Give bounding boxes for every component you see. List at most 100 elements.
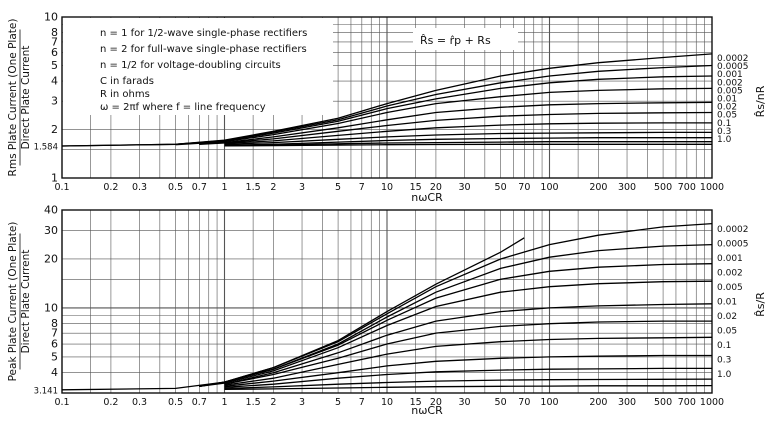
y-tick-label: 7: [51, 327, 58, 340]
y-tick-label: 30: [44, 224, 58, 237]
note-line: n = 1 for 1/2-wave single-phase rectifie…: [100, 28, 307, 39]
y-axis-label-bottom: Direct Plate Current: [20, 250, 32, 354]
x-tick-label: 70: [518, 182, 530, 193]
notes-background: [63, 18, 333, 115]
series-line-0_3: [224, 141, 712, 147]
series-line-0_0002: [199, 222, 713, 387]
formula-text: R̂s = r̂p + Rs: [420, 34, 491, 47]
right-curve-label: 0.005: [717, 283, 743, 293]
right-curve-label: 0.01: [717, 95, 737, 105]
series-group: [61, 53, 713, 147]
y-tick-label: 1: [51, 172, 58, 185]
series-line-0_002: [175, 87, 713, 146]
formula-box: R̂s = r̂p + Rs: [413, 28, 518, 50]
x-tick-label: 0.2: [103, 182, 118, 193]
x-tick-label: 10: [381, 182, 393, 193]
x-tick-label: 700: [678, 397, 696, 408]
x-tick-label: 100: [540, 397, 558, 408]
x-tick-label: 2: [270, 182, 276, 193]
series-line-0_001: [175, 75, 713, 145]
note-line: n = 1/2 for voltage-doubling circuits: [100, 60, 281, 71]
right-curve-label: 1.0: [717, 370, 732, 380]
y-tick-label: 5: [51, 350, 58, 363]
y-tick-label: 10: [44, 11, 58, 24]
x-tick-label: 50: [495, 397, 507, 408]
plot-frame: [61, 209, 713, 394]
right-curve-label: 0.0005: [717, 240, 749, 250]
x-tick-label: 0.3: [132, 397, 147, 408]
x-tick-label: 1000: [700, 397, 724, 408]
y-tick-label: 2: [51, 123, 58, 136]
y-tick-label: 40: [44, 204, 58, 217]
series-line-limit: [61, 237, 525, 391]
x-axis-label: nωCR: [411, 191, 443, 204]
x-tick-label: 20: [430, 397, 442, 408]
series-group: [61, 222, 713, 391]
rms-current-chart: 0.1 0.2 0.3 0.5 0.7 1 1.5 2 3 5 7 10 15 20 30 50 70 100 20…: [7, 11, 767, 205]
y-tick-label: 8: [51, 317, 58, 330]
x-tick-label: 300: [618, 182, 636, 193]
x-tick-label: 0.1: [54, 397, 69, 408]
series-line-1_0: [224, 384, 713, 390]
right-curve-label: 0.0002: [717, 54, 749, 64]
y-tick-label: 4: [51, 75, 58, 88]
right-curve-label: 0.01: [717, 298, 737, 308]
y-axis-label-top: Peak Plate Current (One Plate): [7, 222, 19, 382]
right-curve-label: 0.05: [717, 327, 737, 337]
right-curve-label: 0.0005: [717, 62, 749, 72]
right-curve-label: 0.005: [717, 86, 743, 96]
series-line-0_3: [224, 378, 713, 390]
right-curve-label: 1.0: [717, 135, 732, 145]
x-tick-label: 1: [221, 182, 227, 193]
x-tick-label: 3: [299, 397, 305, 408]
x-tick-label: 7: [359, 182, 365, 193]
x-tick-label: 0.2: [103, 397, 118, 408]
series-line-0_05: [224, 354, 712, 387]
x-tick-label: 30: [458, 182, 470, 193]
right-curve-label: 0.3: [717, 127, 731, 137]
x-tick-label: 10: [381, 397, 393, 408]
y-tick-label: 10: [44, 301, 58, 314]
y-tick-label: 5: [51, 59, 58, 72]
x-tick-label: 1: [221, 397, 227, 408]
y-tick-label: 7: [51, 35, 58, 48]
x-tick-label: 500: [654, 182, 672, 193]
series-line-0_005: [199, 101, 713, 145]
right-curve-label: 0.001: [717, 70, 743, 80]
right-curve-label: 0.02: [717, 103, 737, 113]
notes-box: n = 1 for 1/2-wave single-phase rectifie…: [63, 18, 333, 115]
right-curve-label: 0.1: [717, 119, 731, 129]
x-tick-label: 200: [589, 397, 607, 408]
x-tick-label: 70: [518, 397, 530, 408]
right-axis-label: R̂s/R: [754, 292, 767, 317]
right-curve-label: 0.02: [717, 312, 737, 322]
x-tick-label: 5: [335, 182, 341, 193]
right-axis-label: R̂s/nR: [754, 85, 767, 117]
x-tick-label: 0.5: [168, 182, 183, 193]
series-line-0_1: [224, 367, 712, 388]
y-tick-label: 20: [44, 252, 58, 265]
right-curve-label: 0.0002: [717, 225, 749, 235]
x-tick-label: 1.5: [246, 397, 261, 408]
series-line-0_02: [224, 336, 713, 386]
x-tick-label: 300: [618, 397, 636, 408]
series-line-0_1: [224, 137, 712, 146]
x-tick-label: 1.5: [246, 182, 261, 193]
y-tick-label: 8: [51, 26, 58, 39]
note-line: ω = 2πf where f = line frequency: [100, 102, 266, 113]
series-line-0_01: [224, 320, 712, 385]
right-curve-label: 0.05: [717, 111, 737, 121]
series-line-0_002: [199, 280, 713, 387]
x-tick-label: 200: [589, 182, 607, 193]
series-line-0_01: [199, 111, 713, 145]
x-tick-label: 0.1: [54, 182, 69, 193]
right-curve-label: 0.001: [717, 254, 743, 264]
x-tick-label: 1000: [700, 182, 724, 193]
x-tick-label: 500: [654, 397, 672, 408]
x-tick-label: 7: [359, 397, 365, 408]
y-tick-label: 3: [51, 95, 58, 108]
note-line: R in ohms: [100, 89, 150, 100]
note-line: C in farads: [100, 76, 154, 87]
right-curve-label: 0.002: [717, 269, 743, 279]
